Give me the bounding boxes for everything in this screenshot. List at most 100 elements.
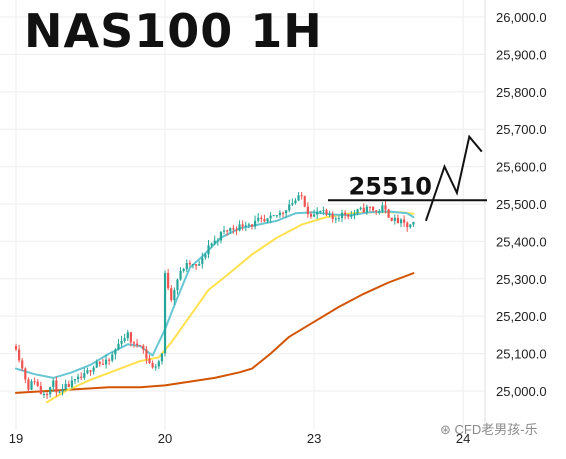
resistance-label: 25510	[349, 172, 433, 200]
candle-body	[226, 230, 229, 232]
candle-body	[101, 363, 105, 365]
candle-body	[241, 224, 244, 227]
candle-body	[188, 262, 191, 265]
candle-body	[337, 217, 341, 219]
candle-body	[120, 340, 123, 344]
candle-body	[21, 360, 24, 369]
candle-body	[92, 367, 95, 372]
candle-body	[157, 361, 160, 367]
candle-body	[250, 224, 254, 227]
candle-body	[309, 214, 313, 217]
watermark-text: CFD老男孩-乐	[454, 422, 538, 437]
candle-body	[356, 209, 359, 214]
candle-body	[244, 225, 247, 227]
candle-body	[272, 215, 275, 217]
candle-body	[319, 211, 322, 213]
candle-body	[253, 220, 257, 227]
candle-body	[285, 210, 288, 214]
candle-body	[117, 343, 120, 350]
y-tick-label: 25,400.0	[496, 234, 547, 249]
candle-body	[45, 394, 49, 396]
candle-body	[375, 210, 378, 212]
candle-body	[145, 349, 148, 359]
candle-body	[27, 379, 30, 390]
candle-body	[300, 195, 303, 197]
candle-body	[83, 373, 86, 378]
candle-body	[384, 205, 387, 210]
candle-body	[266, 218, 269, 222]
candle-body	[98, 361, 101, 364]
candle-body	[95, 361, 98, 368]
candle-body	[170, 288, 173, 301]
candle-body	[344, 212, 347, 215]
y-tick-label: 25,700.0	[496, 122, 547, 137]
candle-body	[294, 200, 297, 204]
candle-body	[18, 349, 21, 361]
candle-body	[334, 218, 337, 220]
candle-body	[247, 224, 250, 226]
candle-body	[291, 203, 294, 205]
candle-body	[58, 391, 61, 393]
candle-body	[42, 394, 46, 396]
candle-body	[325, 210, 328, 215]
chart-title: NAS100 1H	[24, 4, 323, 58]
y-tick-label: 25,800.0	[496, 85, 547, 100]
candle-body	[222, 230, 226, 232]
candle-body	[194, 264, 198, 266]
watermark: ⊛ CFD老男孩-乐	[440, 419, 538, 438]
candle-body	[104, 359, 108, 365]
candle-body	[368, 206, 372, 208]
candle-body	[30, 381, 33, 390]
ma-slow-line	[15, 272, 415, 394]
candle-body	[24, 368, 27, 380]
wechat-icon: ⊛	[440, 422, 451, 437]
candle-body	[312, 214, 316, 217]
candle-body	[198, 263, 201, 266]
price-axis: 26,000.0 25,900.0 25,800.0 25,700.0 25,600.0…	[496, 10, 547, 399]
candle-body	[139, 345, 142, 347]
candle-body	[142, 345, 145, 350]
candle-body	[396, 217, 400, 224]
candle-body	[331, 213, 334, 219]
candle-body	[39, 385, 42, 395]
y-tick-label: 25,900.0	[496, 47, 547, 62]
candle-body	[350, 215, 353, 217]
candle-body	[353, 213, 356, 216]
candle-body	[232, 228, 235, 230]
candle-body	[167, 272, 170, 289]
y-tick-label: 25,500.0	[496, 197, 547, 212]
candle-body	[111, 354, 114, 361]
candle-body	[173, 290, 176, 301]
candle-body	[229, 228, 232, 232]
candle-body	[213, 240, 216, 244]
candle-body	[390, 217, 393, 221]
candle-body	[393, 217, 396, 221]
candle-body	[86, 370, 89, 374]
candle-body	[219, 231, 223, 241]
candle-body	[89, 370, 92, 372]
candle-body	[185, 262, 188, 270]
candle-body	[33, 381, 36, 383]
candle-body	[399, 219, 403, 224]
candle-body	[275, 215, 278, 217]
time-axis: 19 20 23 24	[9, 431, 471, 446]
candle-body	[303, 196, 306, 207]
candle-body	[36, 381, 39, 386]
candle-body	[77, 376, 80, 380]
candle-body	[163, 272, 167, 354]
candle-body	[406, 222, 409, 228]
candle-body	[359, 207, 362, 210]
candle-body	[371, 206, 375, 211]
candle-body	[114, 349, 117, 355]
candle-body	[49, 387, 52, 395]
candle-body	[70, 380, 73, 388]
candle-body	[378, 211, 381, 213]
candle-body	[201, 257, 204, 264]
candle-body	[288, 204, 291, 211]
candle-body	[216, 240, 219, 242]
candle-body	[61, 388, 64, 392]
candle-body	[257, 217, 260, 221]
candle-body	[132, 342, 136, 344]
candle-body	[123, 338, 126, 341]
candle-body	[160, 353, 164, 362]
